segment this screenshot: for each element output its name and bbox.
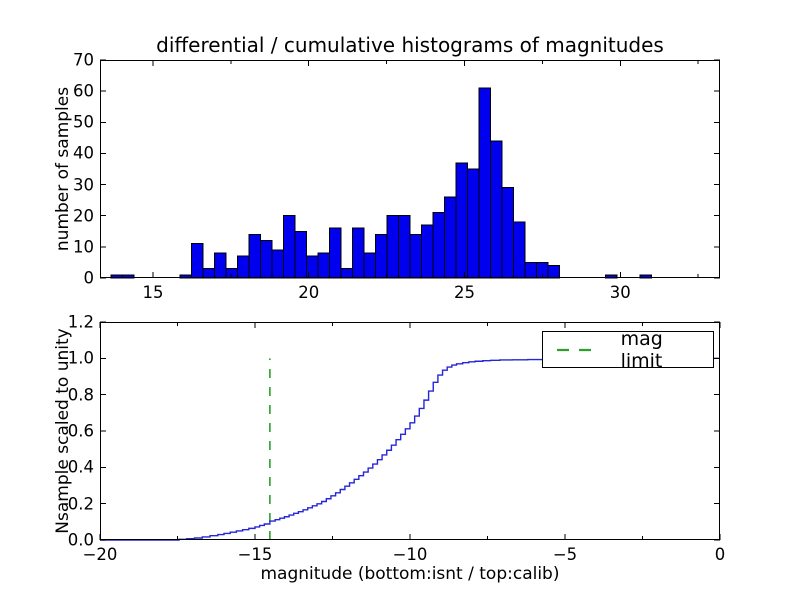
cumulative-curve: [100, 357, 720, 541]
legend-box: mag limit: [542, 328, 714, 372]
x-tick-label: 20: [298, 283, 320, 302]
histogram-bar: [524, 261, 537, 279]
x-tick-label: −15: [237, 545, 273, 564]
x-tick-label: −10: [392, 545, 428, 564]
histogram-bar: [420, 224, 434, 279]
histogram-bar: [317, 252, 330, 279]
histogram-bar: [225, 268, 238, 279]
histogram-bar: [305, 255, 319, 279]
y-tick-label: 0: [83, 268, 95, 288]
histogram-bar: [466, 168, 480, 279]
histogram-bar: [236, 255, 250, 279]
histogram-bar: [328, 227, 342, 279]
y-tick-label: 60: [73, 81, 94, 101]
histogram-bar: [351, 227, 365, 279]
y-tick-label: 0.4: [67, 457, 94, 477]
y-tick-label: 30: [73, 175, 94, 195]
y-tick-label: 70: [73, 50, 94, 70]
histogram-bar: [294, 230, 307, 279]
histogram-bar: [443, 196, 457, 279]
y-tick-label: 0.2: [67, 494, 94, 514]
x-tick-label: −5: [552, 545, 578, 564]
y-tick-label: 0.0: [67, 530, 94, 550]
bottom-cumulative-axes: [99, 321, 721, 541]
histogram-bar: [547, 265, 561, 279]
top-ylabel: number of samples: [53, 86, 73, 252]
differential-histogram-plot: [100, 59, 720, 279]
histogram-bar: [489, 140, 503, 279]
legend-dash-sample-icon: [557, 348, 599, 351]
histogram-bar: [190, 243, 204, 279]
bottom-xlabel: magnitude (bottom:isnt / top:calib): [260, 564, 560, 584]
histogram-bar: [213, 252, 227, 279]
y-tick-label: 1.0: [67, 348, 94, 368]
histogram-bar: [374, 233, 388, 279]
axes-spines: [100, 60, 720, 278]
histogram-bar: [513, 221, 526, 279]
y-tick-label: 20: [73, 206, 94, 226]
histogram-bar: [409, 233, 422, 279]
figure-title: differential / cumulative histograms of …: [156, 33, 664, 57]
histogram-bar: [386, 215, 399, 279]
x-tick-label: 30: [609, 283, 631, 302]
histogram-bar: [363, 252, 376, 279]
histogram-bar: [202, 268, 215, 279]
top-histogram-axes: [100, 59, 720, 279]
histogram-bar: [397, 215, 411, 279]
y-tick-label: 1.2: [67, 312, 94, 332]
cumulative-histogram-plot: [99, 321, 721, 541]
y-tick-label: 0.8: [67, 385, 94, 405]
x-tick-label: 25: [454, 283, 476, 302]
histogram-bar: [501, 187, 514, 279]
histogram-bar: [478, 87, 491, 279]
histogram-bar: [455, 162, 468, 279]
histogram-bar: [340, 268, 353, 279]
y-tick-label: 10: [73, 237, 94, 257]
x-tick-label: 0: [714, 545, 726, 564]
y-tick-label: 0.6: [67, 421, 94, 441]
x-tick-label: 15: [142, 283, 164, 302]
y-tick-label: 40: [73, 143, 94, 163]
histogram-bar: [271, 249, 284, 279]
y-tick-label: 50: [73, 112, 94, 132]
histogram-bar: [248, 233, 261, 279]
x-tick-label: −20: [82, 545, 118, 564]
histogram-bar: [282, 215, 296, 279]
legend-label: mag limit: [620, 327, 663, 372]
histogram-bar: [432, 212, 445, 279]
histogram-bar: [259, 240, 273, 279]
